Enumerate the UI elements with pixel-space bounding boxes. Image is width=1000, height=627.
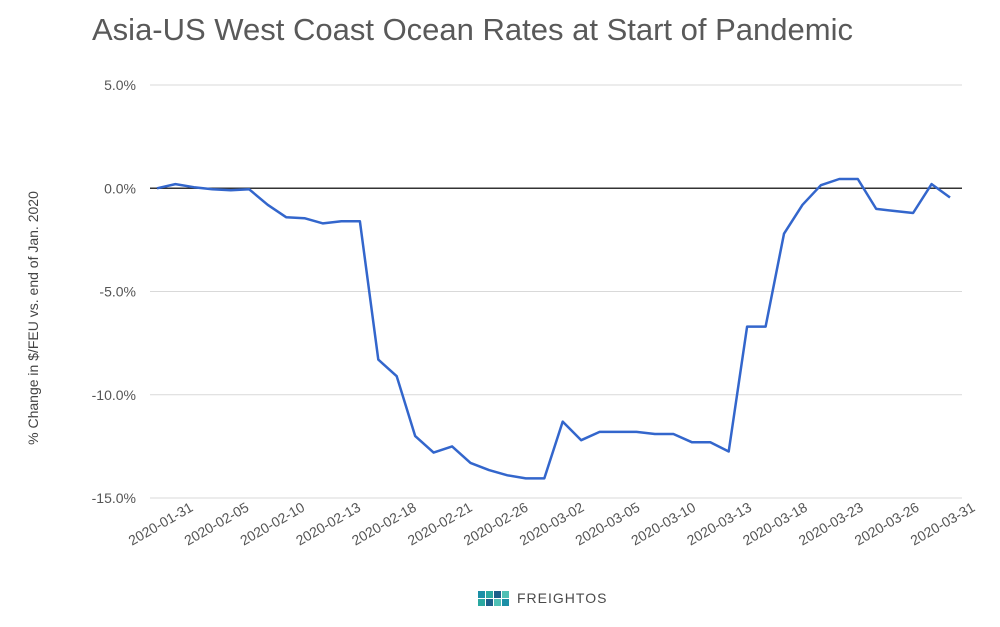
y-tick-label: -15.0% [92,490,136,506]
brand-name: FREIGHTOS [517,590,608,606]
x-axis-ticks: 2020-01-312020-02-052020-02-102020-02-13… [125,499,977,549]
series-group [156,177,951,480]
brand-logo: FREIGHTOS [478,590,607,606]
y-axis-label: % Change in $/FEU vs. end of Jan. 2020 [25,191,41,445]
y-tick-label: -5.0% [99,284,136,300]
series-line [156,177,951,480]
x-tick-label: 2020-03-31 [907,499,977,549]
y-tick-label: -10.0% [92,387,136,403]
chart-title: Asia-US West Coast Ocean Rates at Start … [92,12,853,47]
y-axis-ticks: 5.0% 0.0% -5.0% -10.0% -15.0% [92,77,136,506]
gridlines [150,84,962,499]
y-tick-label: 0.0% [104,180,136,196]
y-tick-label: 5.0% [104,77,136,93]
freightos-logo-icon [478,590,509,606]
